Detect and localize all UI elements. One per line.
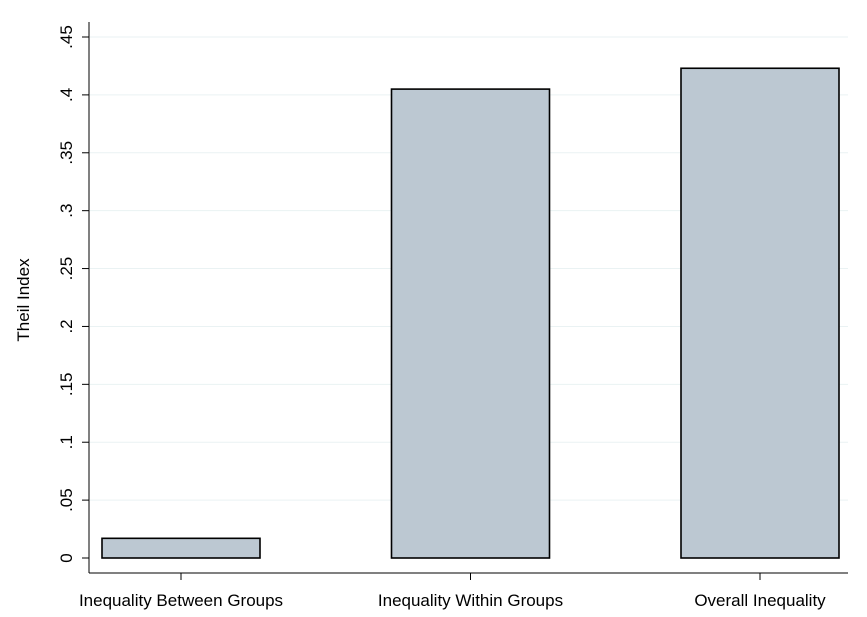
bar [680,67,840,559]
y-tick-label: .1 [57,435,76,449]
y-axis-title: Theil Index [14,258,33,342]
y-tick-label: .05 [57,488,76,512]
y-tick-label: .4 [57,88,76,102]
y-tick-label: .2 [57,319,76,333]
y-tick-label: .15 [57,373,76,397]
y-tick-label: 0 [57,553,76,562]
y-tick-label: .3 [57,204,76,218]
x-tick-label: Overall Inequality [694,591,826,610]
y-tick-label: .25 [57,257,76,281]
y-axis-ticks: 0 .05 .1 .15 .2 .25 .3 .35 .4 .45 [57,25,89,563]
x-tick-label: Inequality Between Groups [79,591,283,610]
x-tick-label: Inequality Within Groups [378,591,563,610]
x-axis-ticks: Inequality Between Groups Inequality With… [79,573,826,610]
y-tick-label: .45 [57,25,76,49]
bar [390,88,551,559]
bars [101,67,840,559]
bar [101,537,261,559]
axes [88,22,848,574]
y-tick-label: .35 [57,141,76,165]
